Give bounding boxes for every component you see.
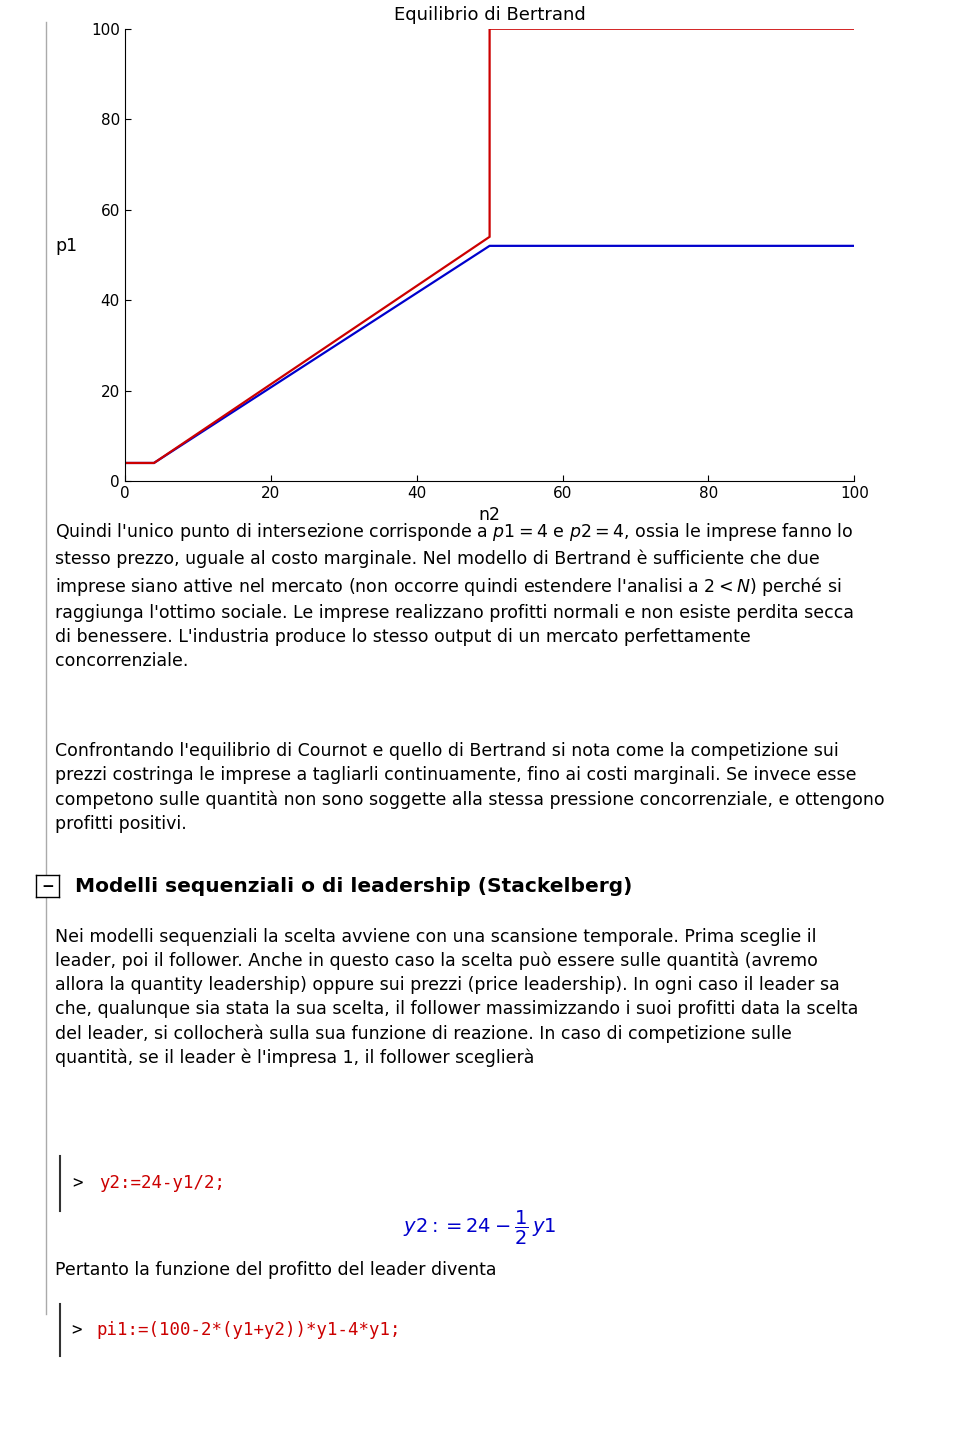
X-axis label: n2: n2 [479, 507, 500, 524]
Text: >: > [72, 1321, 83, 1338]
Text: Pertanto la funzione del profitto del leader diventa: Pertanto la funzione del profitto del le… [55, 1261, 496, 1279]
Text: >: > [73, 1175, 84, 1192]
Title: Equilibrio di Bertrand: Equilibrio di Bertrand [394, 6, 586, 24]
Text: Modelli sequenziali o di leadership (Stackelberg): Modelli sequenziali o di leadership (Sta… [75, 876, 633, 896]
Text: pi1:=(100-2*(y1+y2))*y1-4*y1;: pi1:=(100-2*(y1+y2))*y1-4*y1; [96, 1321, 401, 1338]
Text: Confrontando l'equilibrio di Cournot e quello di Bertrand si nota come la compet: Confrontando l'equilibrio di Cournot e q… [55, 742, 884, 833]
Text: Nei modelli sequenziali la scelta avviene con una scansione temporale. Prima sce: Nei modelli sequenziali la scelta avvien… [55, 928, 858, 1067]
Text: −: − [41, 879, 54, 893]
Text: Quindi l'unico punto di intersezione corrisponde a $p1 = 4$ e $p2 = 4$, ossia le: Quindi l'unico punto di intersezione cor… [55, 521, 853, 669]
Y-axis label: p1: p1 [55, 237, 77, 254]
Text: $y2 := 24 - \dfrac{1}{2}\,y1$: $y2 := 24 - \dfrac{1}{2}\,y1$ [403, 1209, 557, 1248]
Text: y2:=24-y1/2;: y2:=24-y1/2; [99, 1175, 225, 1192]
